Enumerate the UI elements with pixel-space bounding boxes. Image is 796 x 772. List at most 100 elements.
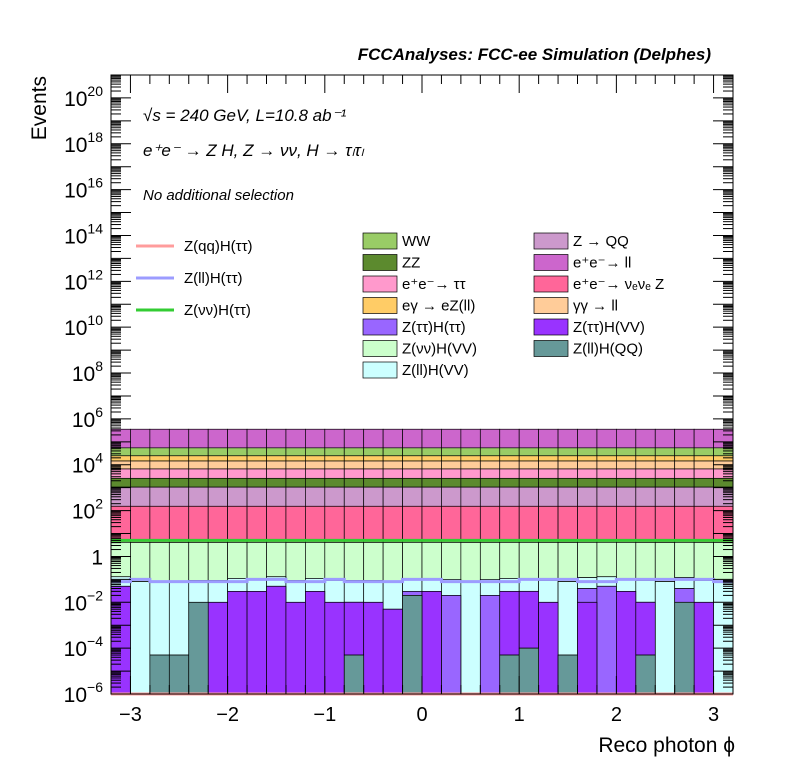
bar-Z(νν)H(VV)-bin-27	[635, 542, 656, 581]
bar-WW-bin-30	[693, 447, 714, 457]
bar-Z(νν)H(VV)-bin-3	[168, 542, 190, 582]
bar-e⁺e⁻→ ll-bin-12	[343, 428, 365, 449]
legend-label: Z → QQ	[573, 233, 629, 250]
bar-Z(νν)H(VV)-bin-6	[227, 542, 248, 579]
bar-eγ → eZ(ll)-bin-15	[402, 455, 423, 462]
bar-Z(ττ)H(VV)-bin-12	[343, 601, 365, 656]
bar-Z(νν)H(VV)-bin-9	[285, 542, 306, 581]
bar-Z(ττ)H(ττ)-bin-15	[402, 591, 423, 596]
bar-e⁺e⁻→ νₑνₑ Z-bin-27	[635, 505, 656, 543]
legend-label: e⁺e⁻→ ll	[573, 255, 631, 272]
x-tick-label: 3	[708, 704, 719, 726]
bar-γγ → ll-bin-5	[207, 460, 228, 470]
bar-eγ → eZ(ll)-bin-7	[246, 455, 267, 462]
bar-ZZ-bin-20	[499, 477, 520, 488]
bar-e⁺e⁻→ ττ-bin-15	[402, 468, 423, 479]
legend-color-swatch	[362, 254, 398, 271]
bar-e⁺e⁻→ ll-bin-15	[402, 428, 423, 449]
bar-WW-bin-9	[285, 447, 306, 457]
bar-e⁺e⁻→ ττ-bin-13	[363, 468, 384, 479]
bar-e⁺e⁻→ νₑνₑ Z-bin-19	[479, 505, 501, 543]
bar-Z → QQ-bin-12	[343, 486, 365, 507]
y-tick-label: 10−4	[64, 633, 104, 661]
bar-e⁺e⁻→ ll-bin-20	[499, 428, 520, 449]
y-tick-label: 10−2	[64, 587, 104, 615]
bar-e⁺e⁻→ νₑνₑ Z-bin-15	[402, 505, 423, 543]
bar-ZZ-bin-25	[596, 477, 617, 488]
y-tick-label: 1010	[64, 312, 103, 340]
bar-WW-bin-6	[227, 447, 248, 457]
bar-ZZ-bin-2	[149, 477, 170, 488]
bar-e⁺e⁻→ νₑνₑ Z-bin-12	[343, 505, 365, 543]
bar-ZZ-bin-21	[518, 477, 539, 488]
bar-Z(ττ)H(ττ)-bin-19	[479, 595, 501, 695]
stack-WW	[110, 447, 734, 457]
bar-γγ → ll-bin-17	[441, 460, 462, 470]
bar-e⁺e⁻→ ττ-bin-6	[227, 468, 248, 479]
bar-Z(ll)H(QQ)-bin-29	[674, 601, 695, 695]
bar-e⁺e⁻→ νₑνₑ Z-bin-4	[188, 505, 209, 543]
bar-e⁺e⁻→ ll-bin-3	[168, 428, 190, 449]
bar-e⁺e⁻→ ll-bin-6	[227, 428, 248, 449]
bar-Z(ll)H(VV)-bin-31	[713, 581, 734, 695]
stack-γγ → ll	[110, 460, 734, 470]
bar-eγ → eZ(ll)-bin-30	[693, 455, 714, 462]
bar-WW-bin-4	[188, 447, 209, 457]
bar-WW-bin-19	[479, 447, 501, 457]
bar-WW-bin-27	[635, 447, 656, 457]
bar-Z → QQ-bin-7	[246, 486, 267, 507]
bar-γγ → ll-bin-28	[654, 460, 676, 470]
bar-γγ → ll-bin-12	[343, 460, 365, 470]
bar-Z(ll)H(VV)-bin-28	[654, 581, 676, 695]
bar-e⁺e⁻→ νₑνₑ Z-bin-9	[285, 505, 306, 543]
bar-e⁺e⁻→ νₑνₑ Z-bin-23	[557, 505, 578, 543]
bar-Z(νν)H(VV)-bin-1	[130, 542, 151, 582]
bar-WW-bin-21	[518, 447, 539, 457]
bar-WW-bin-20	[499, 447, 520, 457]
bar-e⁺e⁻→ ll-bin-26	[616, 428, 637, 449]
bar-Z → QQ-bin-27	[635, 486, 656, 507]
bar-Z → QQ-bin-9	[285, 486, 306, 507]
bar-γγ → ll-bin-23	[557, 460, 578, 470]
bar-Z(ll)H(VV)-bin-13	[363, 580, 384, 603]
bar-e⁺e⁻→ νₑνₑ Z-bin-5	[207, 505, 228, 543]
bar-Z(νν)H(VV)-bin-22	[538, 542, 559, 581]
bar-e⁺e⁻→ ττ-bin-12	[343, 468, 365, 479]
bar-e⁺e⁻→ ll-bin-24	[577, 428, 598, 449]
bar-Z → QQ-bin-24	[577, 486, 598, 507]
bar-Z → QQ-bin-18	[460, 486, 481, 507]
bar-Z(ll)H(VV)-bin-11	[324, 580, 345, 603]
bar-e⁺e⁻→ ll-bin-4	[188, 428, 209, 449]
bar-e⁺e⁻→ ττ-bin-23	[557, 468, 578, 479]
bar-Z(ll)H(VV)-bin-5	[207, 580, 228, 603]
bar-Z(νν)H(VV)-bin-23	[557, 542, 578, 582]
bar-Z(νν)H(VV)-bin-29	[674, 541, 695, 578]
bar-eγ → eZ(ll)-bin-29	[674, 455, 695, 462]
bar-γγ → ll-bin-8	[266, 460, 287, 470]
bar-ZZ-bin-9	[285, 477, 306, 488]
bar-Z(ll)H(VV)-bin-22	[538, 580, 559, 603]
bar-Z(ll)H(VV)-bin-2	[149, 581, 170, 656]
bar-Z(ττ)H(VV)-bin-5	[207, 601, 228, 695]
bar-Z(ll)H(VV)-bin-1	[130, 581, 151, 695]
bar-e⁺e⁻→ ll-bin-10	[305, 428, 326, 449]
bar-eγ → eZ(ll)-bin-10	[305, 455, 326, 462]
bar-ZZ-bin-30	[693, 477, 714, 488]
legend-label: Z(ll)H(VV)	[402, 362, 469, 379]
bar-eγ → eZ(ll)-bin-28	[654, 455, 676, 462]
legend-color-swatch	[533, 318, 569, 336]
bar-e⁺e⁻→ νₑνₑ Z-bin-2	[149, 505, 170, 543]
bar-Z → QQ-bin-17	[441, 486, 462, 507]
bar-Z → QQ-bin-2	[149, 486, 170, 507]
bar-WW-bin-16	[421, 447, 442, 457]
legend-color-swatch	[362, 361, 398, 379]
bar-γγ → ll-bin-3	[168, 460, 190, 470]
legend-background: WW ZZ e⁺e⁻→ ττ eγ → eZ(ll) Z(ττ)H(ττ) Z(νν)H(…	[362, 232, 664, 379]
bar-e⁺e⁻→ νₑνₑ Z-bin-20	[499, 505, 520, 543]
legend-color-swatch	[362, 318, 398, 336]
bar-e⁺e⁻→ νₑνₑ Z-bin-17	[441, 505, 462, 543]
x-tick-label: −2	[216, 704, 239, 726]
bar-ZZ-bin-26	[616, 477, 637, 488]
bar-WW-bin-29	[674, 447, 695, 457]
bar-γγ → ll-bin-10	[305, 460, 326, 470]
